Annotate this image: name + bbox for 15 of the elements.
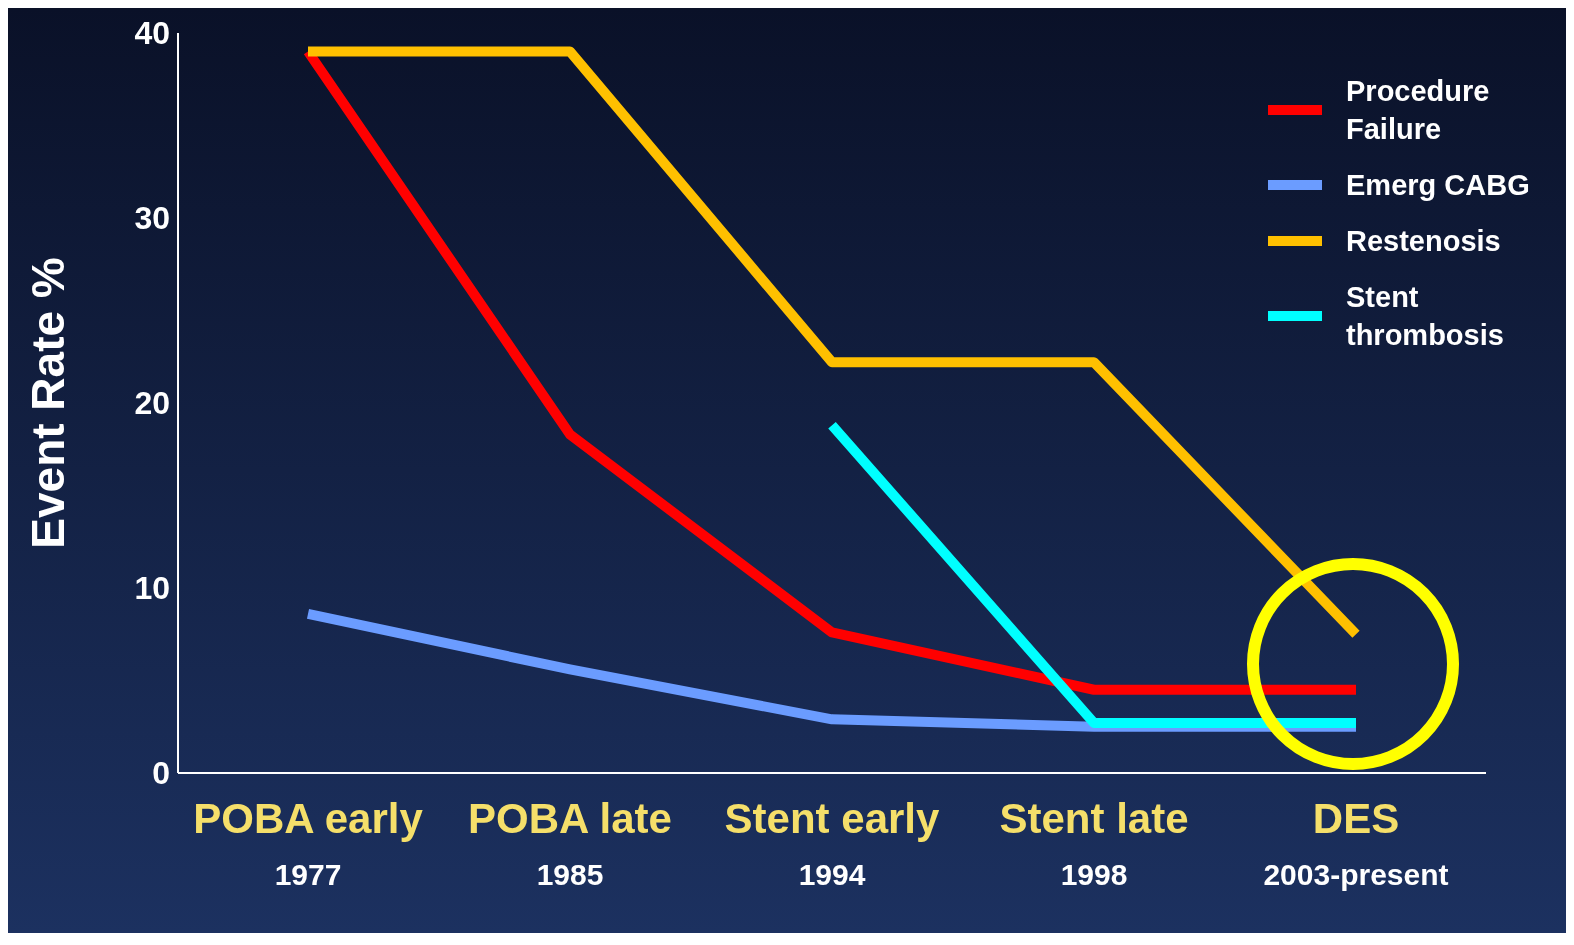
x-tick-label: POBA late 1985 [468,795,672,891]
y-tick-label: 0 [152,755,170,792]
y-tick-label: 20 [134,385,170,422]
legend-label: Stent thrombosis [1346,280,1505,353]
x-tick-label: DES 2003-present [1263,795,1449,891]
y-tick-label: 10 [134,570,170,607]
y-tick-label: 40 [134,15,170,52]
y-tick-label: 30 [134,200,170,237]
legend-label: Emerg CABG [1346,168,1531,203]
x-tick-label: Stent late 1998 [999,795,1189,891]
legend-label: Procedure Failure [1346,74,1491,147]
legend-label: Restenosis [1346,224,1502,259]
x-tick-label: POBA early 1977 [193,795,424,891]
x-tick-label: Stent early 1994 [724,795,941,891]
y-axis-title: Event Rate % [22,257,75,549]
